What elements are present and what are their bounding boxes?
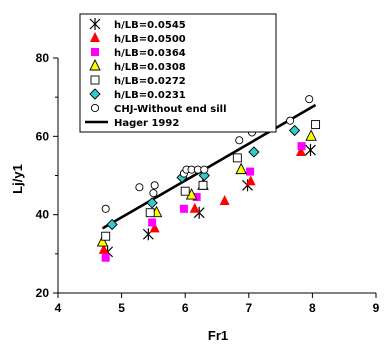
y-tick-label: 80: [36, 51, 50, 65]
legend-label: Hager 1992: [114, 118, 179, 129]
x-tick-label: 4: [55, 301, 62, 315]
data-point: [150, 181, 159, 190]
legend-box: [79, 13, 277, 133]
series-3: [101, 142, 306, 262]
legend-label: h/LB=0.0308: [114, 62, 186, 73]
data-point: [248, 146, 260, 158]
legend-marker: [89, 18, 101, 30]
x-tick-label: 5: [118, 301, 125, 315]
legend-marker: [89, 88, 101, 100]
data-point: [200, 165, 209, 174]
data-point: [246, 167, 255, 176]
data-point: [106, 218, 118, 231]
data-point: [149, 222, 160, 233]
legend-label: h/LB=0.0272: [114, 76, 186, 87]
data-point: [245, 175, 256, 186]
data-point: [189, 202, 200, 213]
data-point: [101, 204, 110, 213]
data-point: [101, 231, 111, 241]
x-tick-label: 9: [373, 301, 380, 315]
data-point: [98, 243, 109, 254]
data-point: [219, 194, 230, 205]
data-point: [149, 189, 158, 198]
data-point: [135, 183, 144, 192]
data-point: [101, 253, 110, 262]
legend-marker: [89, 58, 101, 71]
data-point: [295, 146, 306, 156]
y-tick-label: 40: [36, 208, 50, 222]
legend-marker: [90, 32, 100, 42]
data-point: [305, 95, 314, 104]
x-tick-label: 8: [309, 301, 316, 315]
data-point: [232, 153, 242, 163]
data-point: [179, 204, 188, 213]
data-point: [198, 169, 210, 182]
data-point: [148, 218, 157, 227]
x-tick-label: 7: [245, 301, 252, 315]
data-point: [311, 120, 321, 130]
trend-line: [101, 103, 317, 230]
legend: h/LB=0.0545 h/LB=0.0500 h/LB=0.0364 h/LB=0.…: [79, 13, 277, 133]
x-axis-title: Fr1: [208, 328, 228, 343]
series-6: [106, 124, 301, 231]
series-2: [98, 146, 306, 254]
legend-label: CHJ-Without end sill: [114, 104, 227, 115]
data-point: [96, 235, 109, 247]
legend-marker: [90, 103, 100, 113]
data-point: [235, 136, 244, 145]
legend-label: h/LB=0.0364: [114, 48, 186, 59]
data-point: [235, 162, 247, 175]
data-point: [145, 208, 155, 218]
data-point: [146, 197, 158, 209]
data-point: [192, 193, 201, 202]
data-point: [288, 124, 301, 137]
legend-marker: [91, 48, 99, 56]
data-point: [198, 180, 208, 190]
legend-label: h/LB=0.0545: [114, 20, 186, 31]
plot-area: [96, 95, 321, 262]
legend-label: h/LB=0.0231: [114, 90, 186, 101]
data-point: [286, 116, 295, 125]
y-tick-label: 60: [36, 129, 50, 143]
data-point: [297, 142, 306, 151]
axes: 4 5 6 7 8 9 20 40 60 80: [36, 51, 380, 315]
series-5: [101, 120, 321, 241]
series-1: [102, 144, 316, 258]
legend-marker: [90, 75, 100, 85]
y-tick-label: 20: [36, 286, 50, 300]
data-point: [305, 129, 317, 141]
data-point: [180, 186, 190, 196]
data-point: [305, 144, 316, 157]
x-tick-label: 6: [182, 301, 189, 315]
series-7: [101, 95, 314, 213]
y-axis-title: Lj/y1: [10, 164, 25, 194]
legend-label: h/LB=0.0500: [114, 34, 186, 45]
